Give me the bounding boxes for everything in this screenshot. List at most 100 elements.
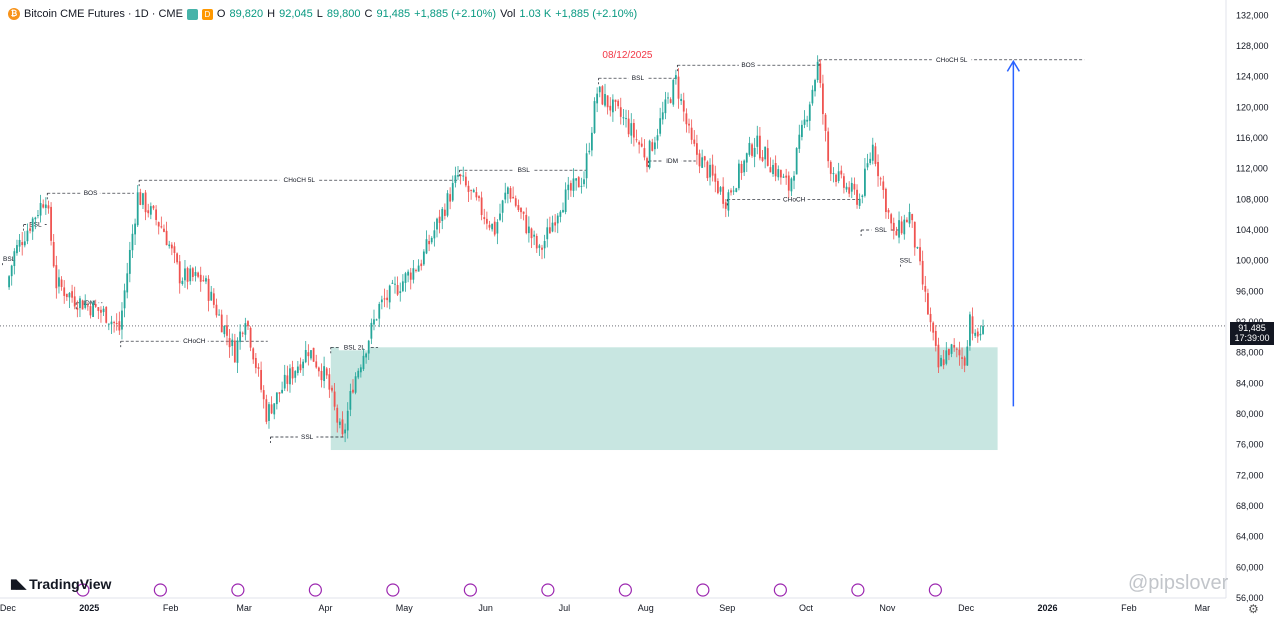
candle-body [401, 281, 404, 292]
candle-body [640, 143, 643, 147]
candle-body [743, 160, 746, 173]
candle-body [916, 247, 919, 249]
candle-body [971, 316, 974, 334]
y-tick-label: 76,000 [1236, 440, 1264, 450]
y-tick-label: 128,000 [1236, 41, 1269, 51]
candle-body [331, 387, 333, 391]
level-label: SSL [875, 227, 888, 234]
candle-body [60, 279, 63, 287]
annotation-date: 08/12/2025 [602, 50, 652, 61]
candle-body [674, 75, 677, 80]
candle-body [892, 222, 895, 231]
logo-text: TradingView [29, 576, 112, 592]
candle-body [551, 222, 554, 232]
level-label-bg [662, 156, 682, 164]
candle-body [34, 217, 37, 220]
x-tick-label: Dec [0, 603, 16, 613]
candle-body [79, 298, 81, 309]
candle-body [47, 205, 50, 209]
candle-body [378, 303, 381, 319]
candle-body [969, 314, 971, 346]
candle-body [341, 419, 344, 435]
candle-body [244, 323, 247, 335]
candle-body [963, 357, 966, 366]
change-value: +1,885 (+2.10%) [414, 8, 497, 20]
candle-body [588, 150, 591, 153]
candle-body [478, 196, 480, 199]
candle-body [698, 153, 701, 167]
candle-body [950, 344, 953, 354]
candle-body [858, 198, 861, 206]
level-label-bg [896, 255, 916, 264]
candle-body [530, 228, 533, 239]
settings-gear-icon[interactable]: ⚙ [1248, 602, 1259, 616]
candle-body [344, 429, 347, 434]
candle-body [572, 178, 575, 191]
candle-body [10, 265, 13, 277]
candle-body [569, 183, 572, 191]
candle-body [89, 306, 92, 316]
candle-body [580, 185, 583, 187]
candle-body [627, 118, 630, 135]
candle-body [814, 80, 816, 92]
candle-body [228, 338, 231, 348]
candle-body [39, 203, 42, 216]
candle-body [449, 194, 452, 202]
candle-body [191, 268, 194, 278]
candle-body [105, 306, 108, 323]
close-label: C [364, 8, 373, 20]
candle-body [887, 210, 890, 213]
candle-body [370, 322, 373, 339]
candle-body [845, 186, 848, 190]
candle-body [780, 170, 782, 178]
candle-body [546, 227, 549, 240]
candle-body [113, 322, 115, 324]
level-label: CHoCH [783, 196, 806, 203]
candle-body [304, 350, 307, 363]
watermark: @pipslover [1128, 572, 1229, 594]
candle-body [585, 153, 588, 179]
candle-body [850, 182, 853, 192]
candle-body [438, 216, 441, 223]
candle-body [441, 208, 444, 221]
candle-body [139, 192, 142, 205]
candle-body [84, 303, 87, 308]
candle-body [766, 148, 769, 166]
candle-body [73, 296, 76, 307]
candle-body [323, 366, 326, 382]
candle-body [44, 204, 47, 208]
level-label: BSL [632, 75, 645, 82]
candle-body [328, 374, 331, 390]
candle-body [559, 211, 562, 217]
candle-body [63, 287, 66, 296]
candle-body [562, 209, 564, 213]
candle-body [310, 350, 312, 359]
event-marker-icon [928, 583, 942, 597]
candle-body [777, 169, 780, 178]
event-marker-icon [618, 583, 632, 597]
candle-body [740, 163, 743, 174]
candle-body [485, 218, 488, 224]
candle-body [252, 348, 255, 360]
candle-body [764, 146, 767, 160]
candle-body [706, 161, 709, 179]
candle-body [404, 273, 407, 283]
y-tick-label: 100,000 [1236, 256, 1269, 266]
y-tick-label: 88,000 [1236, 348, 1264, 358]
candle-body [793, 175, 795, 181]
candle-body [110, 321, 113, 325]
level-label: BSL 2L [344, 344, 365, 351]
candle-body [394, 283, 396, 285]
candle-body [664, 99, 667, 114]
candle-body [976, 331, 979, 337]
candle-body [383, 298, 386, 300]
candle-body [459, 174, 462, 177]
symbol-title[interactable]: Bitcoin CME Futures · 1D · CME [24, 8, 183, 20]
candle-body [819, 63, 822, 84]
candle-body [92, 302, 94, 318]
tradingview-logo[interactable]: ▮◣ TradingView [10, 576, 111, 592]
candle-body [598, 86, 601, 93]
candle-body [147, 210, 150, 214]
y-tick-label: 120,000 [1236, 102, 1269, 112]
